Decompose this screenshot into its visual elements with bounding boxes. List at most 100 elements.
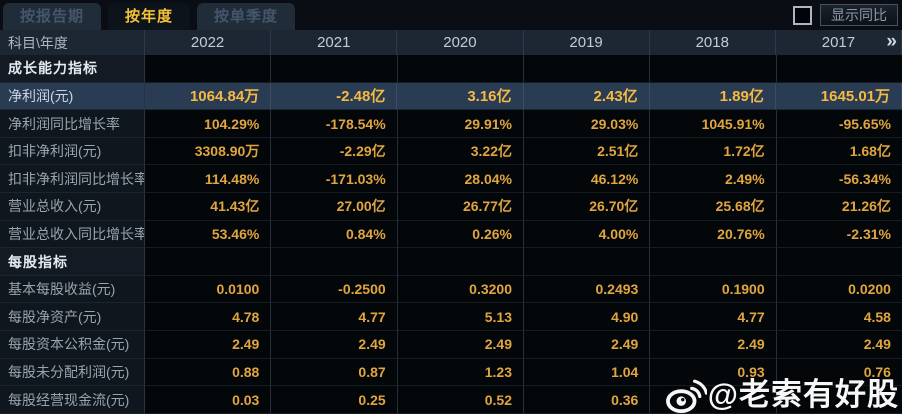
value-cell: -0.2500 <box>271 275 398 304</box>
value-cell: 0.3200 <box>397 275 524 304</box>
section-row[interactable]: 每股指标 <box>0 248 902 276</box>
table-row[interactable]: 每股经营现金流(元) 0.03 0.25 0.52 0.36 <box>0 386 902 414</box>
value-cell: 28.04% <box>397 165 524 194</box>
value-cell: 1.89亿 <box>649 82 776 111</box>
row-label: 每股未分配利润(元) <box>0 358 145 387</box>
section-row[interactable]: 成长能力指标 <box>0 55 902 83</box>
tab-by-report-period[interactable]: 按报告期 <box>3 3 102 30</box>
tab-by-year[interactable]: 按年度 <box>108 3 191 30</box>
value-cell: 3308.90万 <box>145 137 272 166</box>
value-cell: -56.34% <box>776 165 902 194</box>
year-column-2022: 2022 <box>145 30 272 55</box>
value-cell <box>397 248 524 276</box>
row-label: 每股资本公积金(元) <box>0 331 145 359</box>
value-cell: -171.03% <box>271 165 398 194</box>
row-label: 基本每股收益(元) <box>0 275 145 304</box>
value-cell: 0.03 <box>145 386 272 414</box>
table-row[interactable]: 净利润同比增长率 104.29% -178.54% 29.91% 29.03% 1045.… <box>0 110 902 138</box>
row-label: 营业总收入同比增长率 <box>0 220 145 249</box>
value-cell: 0.0200 <box>776 275 902 304</box>
value-cell <box>650 386 777 414</box>
value-cell: 0.26% <box>397 220 524 249</box>
value-cell: 2.51亿 <box>523 137 651 166</box>
value-cell <box>145 55 272 83</box>
row-label: 每股指标 <box>0 248 145 276</box>
value-cell <box>776 386 902 414</box>
value-cell: 53.46% <box>145 220 272 249</box>
value-cell <box>145 248 272 276</box>
table-row[interactable]: 净利润(元) 1064.84万 -2.48亿 3.16亿 2.43亿 1.89亿 1645.… <box>0 82 902 111</box>
value-cell: 26.70亿 <box>523 193 651 221</box>
value-cell: 1.72亿 <box>650 137 777 166</box>
value-cell: 26.77亿 <box>397 193 524 221</box>
value-cell <box>650 248 777 276</box>
table-header-row: 科目\年度 2022 2021 2020 2019 2018 2017 » <box>0 30 902 55</box>
value-cell: 2.49 <box>145 331 272 359</box>
value-cell: 2.49 <box>271 331 398 359</box>
value-cell: 2.49 <box>523 331 651 359</box>
value-cell <box>271 248 398 276</box>
value-cell: 0.76 <box>776 358 902 387</box>
value-cell: 3.22亿 <box>397 137 524 166</box>
row-label: 扣非净利润同比增长率 <box>0 165 145 194</box>
value-cell <box>523 248 651 276</box>
year-column-2017: 2017 <box>776 30 902 55</box>
value-cell: 1.68亿 <box>776 137 902 166</box>
value-cell: 0.1900 <box>650 275 777 304</box>
table-row[interactable]: 每股未分配利润(元) 0.88 0.87 1.23 1.04 0.93 0.76 <box>0 358 902 387</box>
value-cell: 29.91% <box>397 110 524 138</box>
value-cell: 46.12% <box>523 165 651 194</box>
value-cell: 2.49% <box>650 165 777 194</box>
table-row[interactable]: 每股资本公积金(元) 2.49 2.49 2.49 2.49 2.49 2.49 <box>0 331 902 359</box>
financial-table: 科目\年度 2022 2021 2020 2019 2018 2017 » 成长… <box>0 30 902 414</box>
value-cell: 20.76% <box>650 220 777 249</box>
value-cell: 4.90 <box>523 303 651 332</box>
value-cell: 4.78 <box>145 303 272 332</box>
value-cell: 5.13 <box>397 303 524 332</box>
value-cell: 27.00亿 <box>271 193 398 221</box>
table-row[interactable]: 基本每股收益(元) 0.0100 -0.2500 0.3200 0.2493 0.1900… <box>0 275 902 304</box>
table-row[interactable]: 营业总收入(元) 41.43亿 27.00亿 26.77亿 26.70亿 25.68亿 21… <box>0 193 902 221</box>
table-row[interactable]: 每股净资产(元) 4.78 4.77 5.13 4.90 4.77 4.58 <box>0 303 902 332</box>
value-cell: 4.77 <box>271 303 398 332</box>
value-cell <box>776 248 902 276</box>
value-cell: 0.84% <box>271 220 398 249</box>
value-cell: 114.48% <box>145 165 272 194</box>
value-cell: 1.04 <box>523 358 651 387</box>
tab-bar: 按报告期 按年度 按单季度 显示同比 <box>0 0 902 30</box>
value-cell: 2.43亿 <box>523 82 650 111</box>
table-body: 成长能力指标 净利润(元) 1064.84万 -2.48亿 3.16亿 2.43亿 1.89… <box>0 55 902 414</box>
value-cell <box>523 55 651 83</box>
table-row[interactable]: 扣非净利润(元) 3308.90万 -2.29亿 3.22亿 2.51亿 1.72亿 1.6… <box>0 137 902 166</box>
more-years-icon[interactable]: » <box>886 31 897 52</box>
value-cell: 1.23 <box>397 358 524 387</box>
value-cell: 21.26亿 <box>776 193 902 221</box>
tab-by-single-quarter[interactable]: 按单季度 <box>197 3 296 30</box>
year-column-2021: 2021 <box>271 30 398 55</box>
value-cell: 2.49 <box>776 331 902 359</box>
row-label: 净利润(元) <box>0 82 145 111</box>
value-cell: 0.2493 <box>523 275 651 304</box>
show-yoy-checkbox[interactable] <box>793 5 812 25</box>
value-cell: 41.43亿 <box>145 193 272 221</box>
value-cell <box>650 55 777 83</box>
value-cell: 3.16亿 <box>397 82 524 111</box>
show-yoy-label[interactable]: 显示同比 <box>820 4 898 26</box>
table-row[interactable]: 扣非净利润同比增长率 114.48% -171.03% 28.04% 46.12% 2.4… <box>0 165 902 194</box>
value-cell: 29.03% <box>523 110 651 138</box>
corner-header: 科目\年度 <box>0 30 145 55</box>
value-cell <box>397 55 524 83</box>
table-row[interactable]: 营业总收入同比增长率 53.46% 0.84% 0.26% 4.00% 20.76% -2.… <box>0 220 902 249</box>
value-cell: 1645.01万 <box>775 82 902 111</box>
row-label: 净利润同比增长率 <box>0 110 145 138</box>
row-label: 扣非净利润(元) <box>0 137 145 166</box>
value-cell: 25.68亿 <box>650 193 777 221</box>
value-cell: 0.25 <box>271 386 398 414</box>
value-cell <box>271 55 398 83</box>
value-cell: 0.93 <box>650 358 777 387</box>
value-cell: 4.00% <box>523 220 651 249</box>
value-cell: 104.29% <box>145 110 272 138</box>
row-label: 成长能力指标 <box>0 55 145 83</box>
value-cell: 0.52 <box>397 386 524 414</box>
